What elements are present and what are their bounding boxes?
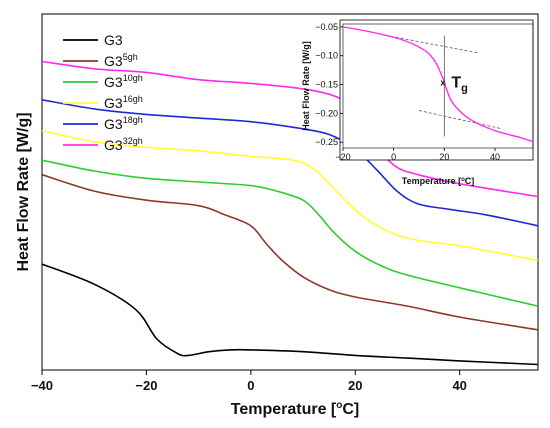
inset-y-tick-label: −0.05	[315, 22, 338, 32]
inset-x-tick-label: 0	[391, 152, 396, 162]
inset-x-tick-label: 40	[490, 152, 500, 162]
series-line-g3	[41, 263, 539, 366]
tg-point-marker: x	[440, 78, 445, 88]
inset-y-axis-title: Heat Flow Rate [W/g]	[301, 41, 311, 131]
legend-entry-g332gh: G332gh	[63, 136, 143, 153]
lower-baseline-tangent	[418, 110, 501, 129]
inset-y-tick-label: −0.15	[315, 80, 338, 90]
inset-y-tick-label: −0.20	[315, 108, 338, 118]
upper-baseline-tangent	[380, 34, 478, 54]
main-x-tick-label: −20	[135, 378, 157, 393]
inset-x-tick-label: 20	[439, 152, 449, 162]
series-line-g310gh	[41, 159, 539, 307]
inset-plot-area	[342, 23, 534, 149]
legend-entry-g316gh: G316gh	[63, 94, 143, 111]
main-x-ticks: −40 −20 0 20 40	[31, 370, 467, 393]
tg-label: Tg	[451, 75, 468, 95]
inset-frame	[339, 19, 534, 161]
main-x-tick-label: 0	[247, 378, 254, 393]
inset-y-tick-label: −0.10	[315, 51, 338, 61]
main-x-tick-label: 40	[452, 378, 466, 393]
legend-label: G3	[104, 32, 123, 48]
legend-label: G318gh	[104, 115, 143, 132]
tg-marker: x Tg	[440, 75, 468, 95]
legend-entry-g310gh: G310gh	[63, 73, 143, 90]
legend-label: G332gh	[104, 136, 143, 153]
main-x-tick-label: −40	[31, 378, 53, 393]
inset-y-tick-label: −0.25	[315, 137, 338, 147]
main-x-axis-title: Temperature [oC]	[231, 400, 360, 418]
legend-label: G310gh	[104, 73, 143, 90]
series-line-g316gh	[41, 130, 539, 262]
inset-series-line	[342, 26, 534, 143]
inset-series-group	[342, 26, 534, 143]
main-y-axis-title: Heat Flow Rate [W/g]	[15, 112, 32, 271]
inset-tangent-lines	[380, 34, 501, 137]
inset-x-tick-label: −20	[335, 152, 350, 162]
inset-x-axis-title: Temperature [oC]	[402, 176, 475, 186]
legend-entry-g318gh: G318gh	[63, 115, 143, 132]
legend-label: G316gh	[104, 94, 143, 111]
legend-label: G35gh	[104, 52, 138, 69]
main-plot-frame	[41, 13, 539, 371]
inset-ticks: −20 0 20 40 −0.05 −0.10 −0.15 −0.20 −0.25	[315, 22, 500, 162]
legend-entry-g3: G3	[63, 32, 123, 48]
main-x-tick-label: 20	[348, 378, 362, 393]
legend: G3 G35gh G310gh G316gh G318gh G332gh	[63, 32, 143, 153]
series-line-g35gh	[41, 173, 539, 331]
legend-entry-g35gh: G35gh	[63, 52, 138, 69]
